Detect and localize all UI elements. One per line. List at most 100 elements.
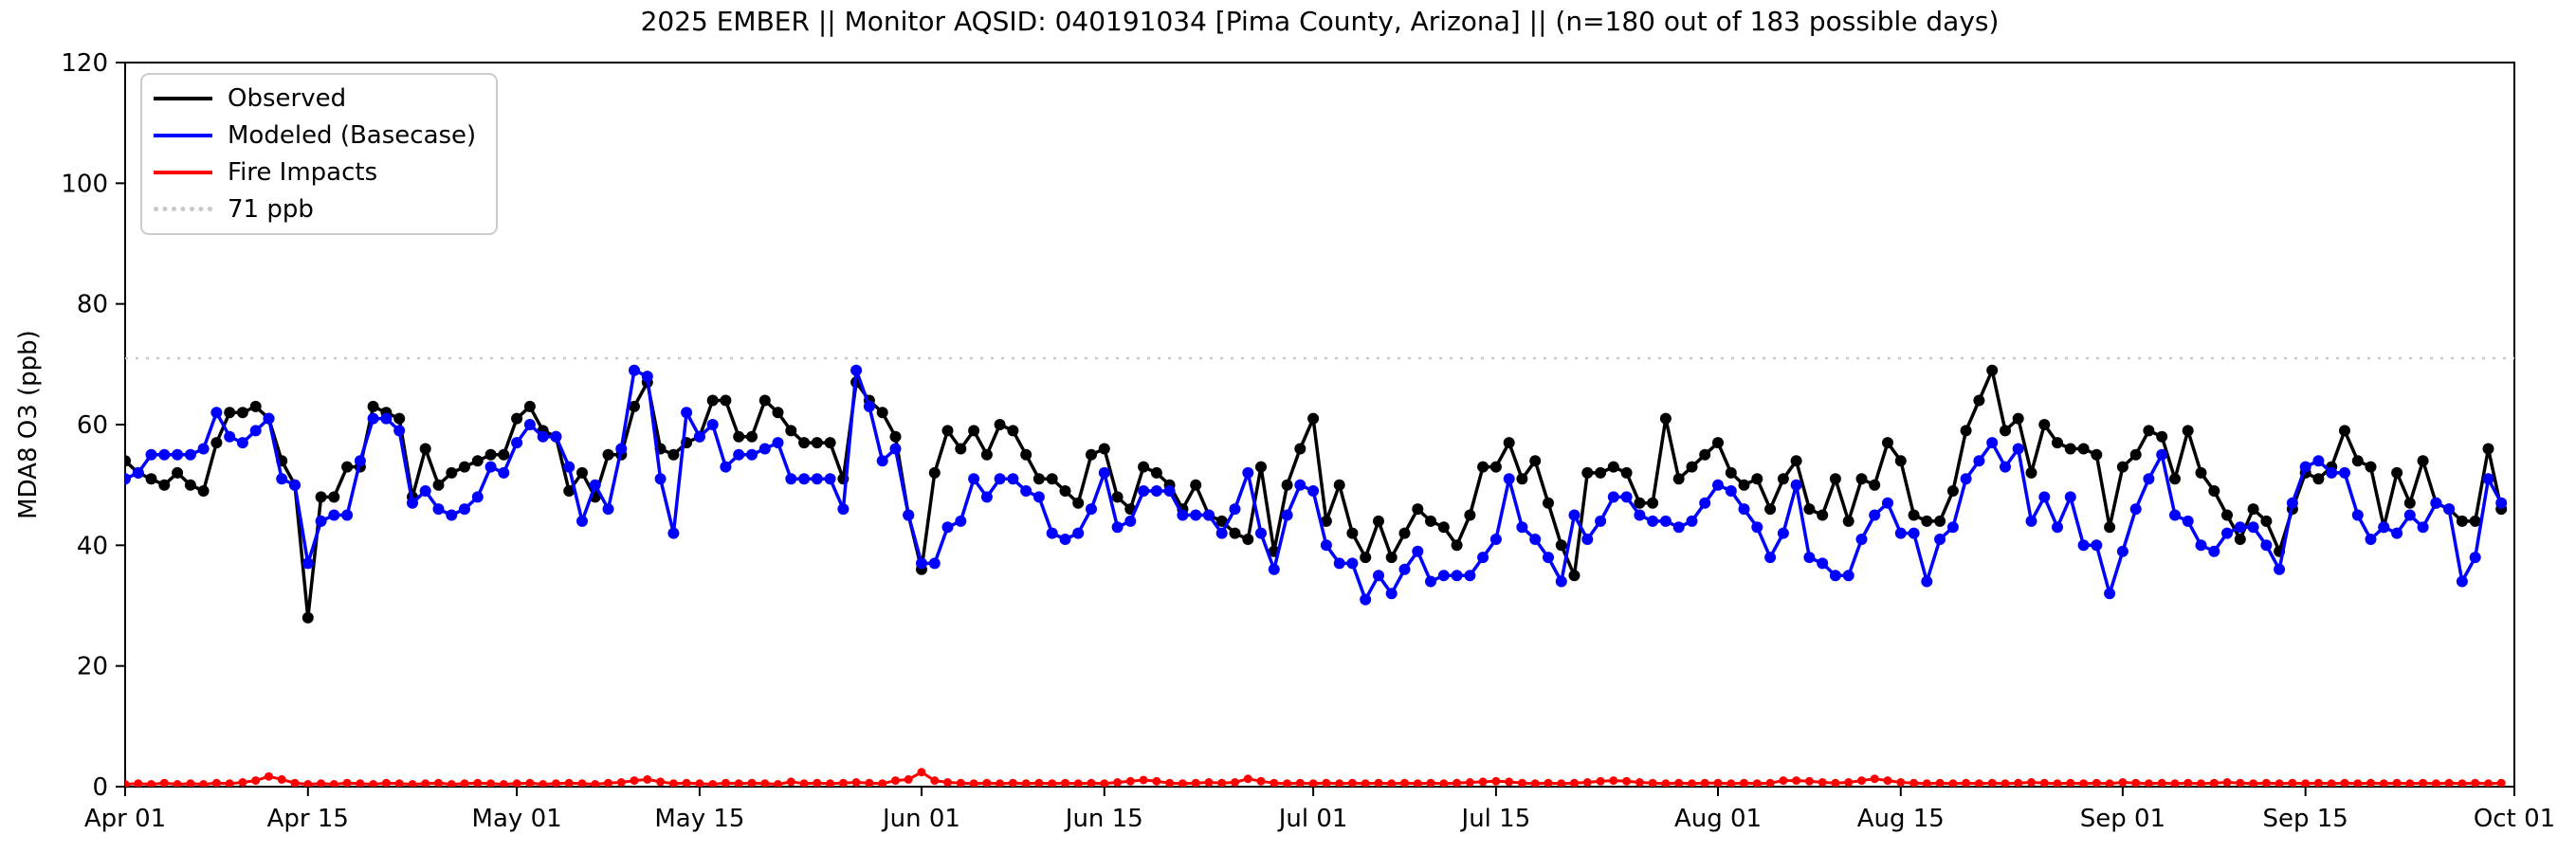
modeled-series-point xyxy=(2326,466,2338,479)
fire-impacts-series-point xyxy=(2496,778,2506,787)
modeled-series-point xyxy=(2221,527,2233,539)
observed-series-point xyxy=(2469,515,2481,527)
fire-impacts-series-point xyxy=(1335,779,1344,787)
fire-impacts-series-point xyxy=(656,777,666,787)
modeled-series-point xyxy=(615,443,628,455)
modeled-series-point xyxy=(1777,527,1789,539)
observed-series-point xyxy=(2365,461,2377,473)
x-tick-label: Apr 01 xyxy=(84,805,166,833)
x-tick-label: Aug 01 xyxy=(1674,805,1762,833)
fire-impacts-series-point xyxy=(356,779,365,787)
modeled-series-point xyxy=(1934,534,1946,545)
observed-series-point xyxy=(733,430,745,443)
modeled-series-point xyxy=(1190,509,1202,521)
modeled-series-point xyxy=(1007,473,1019,485)
fire-impacts-series-point xyxy=(2105,779,2114,787)
modeled-series-point xyxy=(1620,491,1633,503)
fire-impacts-series-point xyxy=(2457,779,2467,787)
fire-impacts-series-point xyxy=(2379,779,2388,787)
fire-line-swatch xyxy=(154,170,212,174)
modeled-series-point xyxy=(2143,473,2155,485)
fire-impacts-series-point xyxy=(1674,778,1684,787)
fire-impacts-series-point xyxy=(564,778,574,787)
fire-impacts-series-point xyxy=(1635,778,1644,787)
observed-series-point xyxy=(1138,461,1150,473)
observed-series-point xyxy=(772,407,784,419)
modeled-series-point xyxy=(537,430,549,443)
modeled-series-point xyxy=(2286,497,2298,509)
observed-series-point xyxy=(1817,509,1829,521)
modeled-series-point xyxy=(1086,503,1097,516)
x-tick-label: May 01 xyxy=(472,805,562,833)
modeled-series-point xyxy=(1059,534,1071,545)
fire-impacts-series-point xyxy=(211,778,221,787)
modeled-series-point xyxy=(446,509,458,521)
observed-series-point xyxy=(1882,437,1893,449)
fire-impacts-series-point xyxy=(1922,779,1931,787)
modeled-series-point xyxy=(681,407,693,419)
modeled-series-point xyxy=(968,473,980,485)
modeled-series-point xyxy=(785,473,797,485)
fire-impacts-series-point xyxy=(682,778,691,787)
modeled-series-point xyxy=(2365,534,2377,545)
modeled-series-point xyxy=(249,425,262,437)
observed-series-point xyxy=(1242,534,1254,545)
legend-label-modeled: Modeled (Basecase) xyxy=(228,121,477,151)
fire-impacts-series-point xyxy=(721,778,730,787)
fire-impacts-series-point xyxy=(329,780,338,787)
observed-series-point xyxy=(2351,455,2364,467)
fire-impacts-series-point xyxy=(2249,779,2258,787)
fire-impacts-series-point xyxy=(2066,778,2075,787)
fire-impacts-series-point xyxy=(956,778,965,787)
modeled-series-point xyxy=(1294,479,1306,491)
modeled-series-point xyxy=(1215,527,1228,539)
fire-impacts-series-point xyxy=(2301,779,2311,787)
modeled-series-line xyxy=(125,368,2503,602)
observed-series-point xyxy=(1320,515,1332,527)
modeled-series-point xyxy=(589,479,601,491)
fire-impacts-series-point xyxy=(1178,779,1187,787)
fire-impacts-series-point xyxy=(447,780,456,787)
observed-series-point xyxy=(1712,437,1724,449)
modeled-series-point xyxy=(1568,509,1580,521)
modeled-series-point xyxy=(1908,527,1920,539)
modeled-series-point xyxy=(1268,563,1280,575)
modeled-series-point xyxy=(2312,455,2325,467)
modeled-line-swatch xyxy=(154,134,212,138)
y-tick-label: 100 xyxy=(61,170,108,198)
x-axis: Apr 01 Apr 15 May 01 May 15 Jun 01 Jun 15 Jul … xyxy=(84,787,2555,833)
observed-series-point xyxy=(602,448,614,461)
modeled-series-point xyxy=(1451,570,1463,582)
observed-series-point xyxy=(1568,570,1580,582)
modeled-series-point xyxy=(1869,509,1881,521)
modeled-series-point xyxy=(341,509,354,521)
fire-impacts-series-point xyxy=(591,780,600,787)
fire-impacts-series-point xyxy=(1008,778,1017,787)
observed-series-point xyxy=(341,461,354,473)
modeled-series-point xyxy=(2156,448,2168,461)
fire-impacts-series-point xyxy=(186,779,195,787)
observed-series-point xyxy=(419,443,431,455)
fire-impacts-series-point xyxy=(159,778,169,787)
modeled-series-point xyxy=(602,503,614,516)
observed-series-point xyxy=(125,455,131,467)
observed-series-point xyxy=(471,455,484,467)
fire-impacts-series-point xyxy=(2471,778,2480,787)
observed-series-point xyxy=(1346,527,1359,539)
fire-impacts-series-point xyxy=(1517,778,1526,787)
observed-series-point xyxy=(994,419,1006,430)
observed-series-point xyxy=(249,400,262,412)
modeled-series-point xyxy=(419,485,431,497)
modeled-series-point xyxy=(2104,588,2116,600)
observed-series-point xyxy=(1581,466,1594,479)
modeled-series-point xyxy=(955,515,967,527)
modeled-series-point xyxy=(1842,570,1854,582)
fire-impacts-series xyxy=(125,768,2506,787)
modeled-series-point xyxy=(1855,534,1868,545)
modeled-series-point xyxy=(1790,479,1802,491)
modeled-series-point xyxy=(1150,485,1162,497)
modeled-series-point xyxy=(1516,521,1528,534)
observed-series-point xyxy=(798,437,811,449)
modeled-series-point xyxy=(1229,503,1241,516)
fire-impacts-series-point xyxy=(1243,774,1252,784)
